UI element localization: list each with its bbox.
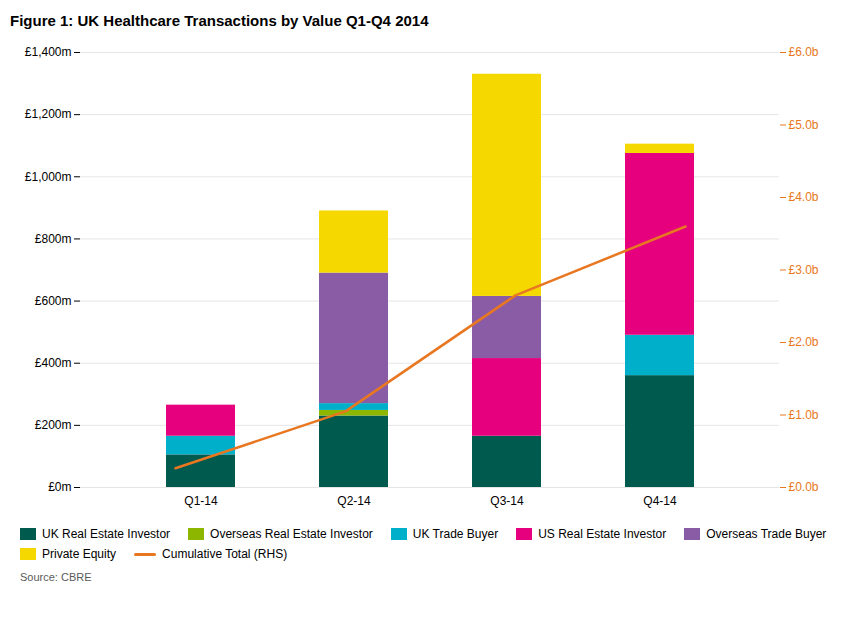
svg-text:£0m: £0m — [48, 480, 71, 494]
svg-text:£800m: £800m — [35, 232, 72, 246]
html-text:Figure 1: UK Healthcare Transa: Figure 1: UK Healthcare Transactions by … — [10, 12, 429, 29]
svg-text:£5.0b: £5.0b — [789, 118, 819, 132]
svg-text:£6.0b: £6.0b — [789, 45, 819, 59]
svg-text:£200m: £200m — [35, 418, 72, 432]
html-text:Overseas Trade Buyer: Overseas Trade Buyer — [706, 527, 827, 541]
svg-text:Q1-14: Q1-14 — [184, 494, 218, 508]
svg-text:Q2-14: Q2-14 — [337, 494, 371, 508]
html-text:Private Equity: Private Equity — [42, 547, 116, 561]
html-text:US Real Estate Investor: US Real Estate Investor — [538, 527, 667, 541]
svg-text:£1,000m: £1,000m — [25, 170, 72, 184]
svg-text:£2.0b: £2.0b — [789, 335, 819, 349]
svg-text:Q3-14: Q3-14 — [490, 494, 524, 508]
html-text:Cumulative Total (RHS): Cumulative Total (RHS) — [162, 547, 288, 561]
svg-text:£1,200m: £1,200m — [25, 107, 72, 121]
svg-text:Q4-14: Q4-14 — [643, 494, 677, 508]
html-text:Overseas Real Estate Investor: Overseas Real Estate Investor — [210, 527, 373, 541]
svg-text:£0.0b: £0.0b — [789, 480, 819, 494]
svg-text:£1.0b: £1.0b — [789, 408, 819, 422]
html-text:UK Real Estate Investor: UK Real Estate Investor — [42, 527, 171, 541]
svg-text:£400m: £400m — [35, 356, 72, 370]
svg-text:£3.0b: £3.0b — [789, 263, 819, 277]
html-text:Source: CBRE: Source: CBRE — [20, 571, 92, 583]
svg-text:£4.0b: £4.0b — [789, 190, 819, 204]
svg-text:£600m: £600m — [35, 294, 72, 308]
html-text:UK Trade Buyer: UK Trade Buyer — [412, 527, 499, 541]
svg-text:£1,400m: £1,400m — [25, 45, 72, 59]
